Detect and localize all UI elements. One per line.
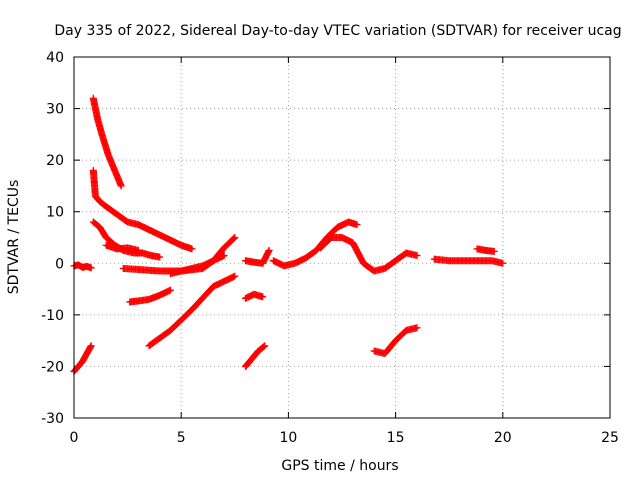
y-tick-label: 40 bbox=[46, 50, 64, 66]
series-arc-16 bbox=[370, 324, 421, 358]
series-arc-4 bbox=[89, 166, 196, 253]
data-point bbox=[413, 252, 421, 260]
plot-frame bbox=[73, 56, 611, 419]
data-point bbox=[188, 245, 196, 253]
data-point bbox=[413, 324, 421, 332]
series-arc-13 bbox=[242, 246, 273, 267]
series-arc-6 bbox=[102, 241, 142, 254]
series-arc-10 bbox=[166, 252, 228, 278]
x-tick-label: 20 bbox=[494, 430, 512, 446]
x-tick-label: 15 bbox=[387, 430, 405, 446]
series-arc-8 bbox=[126, 286, 174, 306]
x-tick-label: 25 bbox=[601, 430, 619, 446]
series-arc-1 bbox=[70, 261, 95, 272]
data-point bbox=[260, 343, 268, 351]
data-point bbox=[499, 259, 507, 267]
data-point bbox=[353, 221, 361, 229]
series-arc-2 bbox=[70, 342, 95, 376]
x-tick-label: 10 bbox=[279, 430, 297, 446]
series-arc-9 bbox=[145, 272, 239, 350]
series-arc-3 bbox=[89, 94, 125, 190]
grid bbox=[74, 57, 610, 418]
data-point bbox=[231, 272, 239, 280]
series-arc-12 bbox=[242, 290, 267, 302]
data-point bbox=[134, 246, 142, 254]
y-tick-label: 20 bbox=[46, 153, 64, 169]
series-arc-18 bbox=[473, 245, 498, 255]
data-point bbox=[87, 264, 95, 272]
y-tick-label: 30 bbox=[46, 102, 64, 118]
series-arc-5 bbox=[89, 218, 164, 261]
series-arc-17 bbox=[430, 255, 507, 267]
data-point bbox=[265, 246, 273, 254]
y-tick-label: -20 bbox=[41, 359, 64, 375]
data-point bbox=[231, 234, 239, 241]
series-arc-11 bbox=[242, 342, 269, 370]
y-tick-label: -30 bbox=[41, 411, 64, 427]
y-tick-label: 0 bbox=[55, 256, 64, 272]
y-tick-label: 10 bbox=[46, 205, 64, 221]
data-point bbox=[166, 286, 174, 294]
x-tick-label: 5 bbox=[177, 430, 186, 446]
y-tick-label: -10 bbox=[41, 308, 64, 324]
data-point bbox=[87, 342, 95, 350]
data-point bbox=[490, 247, 498, 255]
data-point bbox=[230, 234, 238, 242]
y-axis-label: SDTVAR / TECUs bbox=[6, 180, 22, 295]
x-axis-label: GPS time / hours bbox=[281, 458, 398, 474]
data-point bbox=[156, 253, 164, 261]
data-point bbox=[117, 182, 125, 190]
chart-title: Day 335 of 2022, Sidereal Day-to-day VTE… bbox=[54, 23, 621, 39]
series-arc-15 bbox=[317, 234, 421, 275]
data-point bbox=[220, 252, 228, 260]
series-arc-14 bbox=[269, 218, 361, 270]
x-tick-label: 0 bbox=[70, 430, 79, 446]
data-point bbox=[259, 293, 267, 301]
data-points bbox=[70, 94, 507, 376]
data-point bbox=[261, 342, 269, 350]
